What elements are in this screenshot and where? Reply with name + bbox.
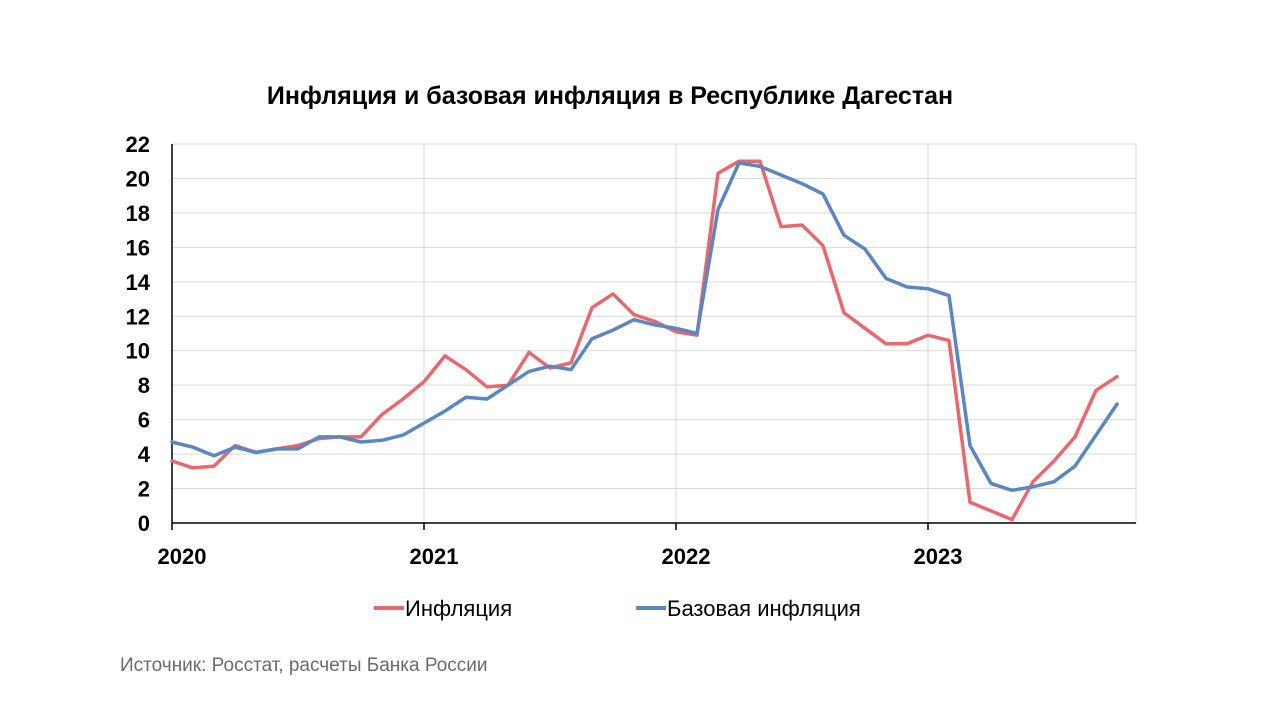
y-tick-label: 10 (126, 339, 150, 364)
y-tick-label: 8 (138, 373, 150, 398)
y-tick-label: 6 (138, 408, 150, 433)
grid-layer (171, 143, 1137, 523)
y-tick-label: 12 (126, 304, 150, 329)
series-line-core-inflation (170, 161, 1119, 493)
y-tick-label: 14 (126, 270, 151, 295)
legend-label: Инфляция (405, 596, 512, 621)
series-layer (170, 159, 1119, 522)
y-tick-label: 2 (138, 477, 150, 502)
x-tick-label: 2022 (662, 544, 711, 569)
y-tick-label: 18 (126, 201, 150, 226)
series-line-inflation (170, 159, 1119, 522)
chart-title: Инфляция и базовая инфляция в Республике… (266, 82, 954, 110)
source-note: Источник: Росстат, расчеты Банка России (120, 655, 488, 676)
x-tick-label: 2023 (914, 544, 963, 569)
legend-label: Базовая инфляция (667, 596, 861, 621)
x-tick-label: 2020 (158, 544, 207, 569)
x-tick-label: 2021 (410, 544, 459, 569)
y-tick-label: 20 (126, 166, 150, 191)
y-tick-label: 16 (126, 235, 150, 260)
y-tick-label: 22 (126, 132, 150, 157)
legend: Инфляция Базовая инфляция (374, 596, 861, 621)
y-tick-label: 0 (138, 511, 150, 536)
y-tick-label: 4 (138, 442, 151, 467)
